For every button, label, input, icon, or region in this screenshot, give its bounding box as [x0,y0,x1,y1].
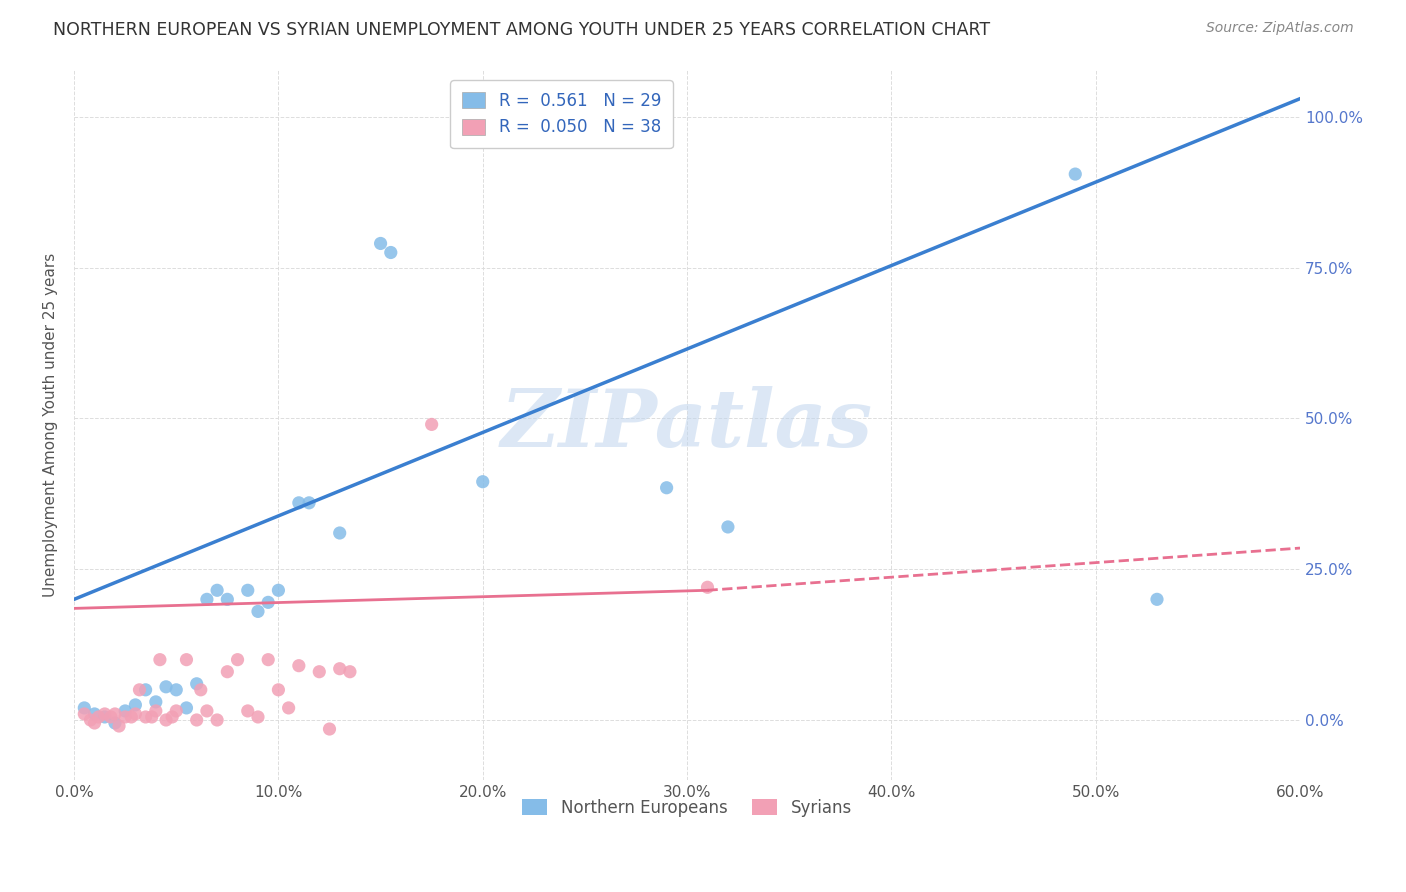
Point [205,583,228,598]
Legend: Northern Europeans, Syrians: Northern Europeans, Syrians [513,790,860,825]
Point [83,716,105,731]
Point [246,710,269,724]
Point [1064,167,1087,181]
Point [1146,592,1168,607]
Text: Source: ZipAtlas.com: Source: ZipAtlas.com [1206,21,1354,36]
Point [73,701,96,715]
Point [370,236,392,251]
Point [135,710,157,724]
Point [160,710,183,724]
Point [288,658,311,673]
Y-axis label: Unemployment Among Youth under 25 years: Unemployment Among Youth under 25 years [44,252,58,597]
Point [420,417,443,432]
Point [380,245,402,260]
Point [114,704,136,718]
Point [329,526,352,541]
Point [100,710,122,724]
Point [145,695,167,709]
Point [135,682,157,697]
Point [471,475,494,489]
Point [267,583,290,598]
Point [120,710,142,724]
Point [155,680,177,694]
Point [176,653,198,667]
Point [217,665,239,679]
Point [329,662,352,676]
Point [298,496,321,510]
Point [190,682,212,697]
Point [696,580,718,594]
Point [128,682,150,697]
Text: NORTHERN EUROPEAN VS SYRIAN UNEMPLOYMENT AMONG YOUTH UNDER 25 YEARS CORRELATION : NORTHERN EUROPEAN VS SYRIAN UNEMPLOYMENT… [53,21,991,39]
Point [717,520,740,534]
Point [114,710,136,724]
Point [87,710,110,724]
Point [195,704,218,718]
Point [93,706,115,721]
Text: ZIPatlas: ZIPatlas [501,385,873,463]
Point [165,704,187,718]
Point [141,710,163,724]
Point [246,604,269,618]
Point [288,496,311,510]
Point [339,665,361,679]
Point [176,701,198,715]
Point [186,677,208,691]
Point [155,713,177,727]
Point [655,481,678,495]
Point [83,706,105,721]
Point [257,595,280,609]
Point [73,706,96,721]
Point [104,716,127,731]
Point [226,653,249,667]
Point [308,665,330,679]
Point [149,653,172,667]
Point [104,706,127,721]
Point [277,701,299,715]
Point [217,592,239,607]
Point [108,719,131,733]
Point [267,682,290,697]
Point [186,713,208,727]
Point [257,653,280,667]
Point [236,704,259,718]
Point [124,698,146,712]
Point [165,682,187,697]
Point [93,710,115,724]
Point [205,713,228,727]
Point [124,706,146,721]
Point [318,722,340,736]
Point [236,583,259,598]
Point [79,713,101,727]
Point [145,704,167,718]
Point [195,592,218,607]
